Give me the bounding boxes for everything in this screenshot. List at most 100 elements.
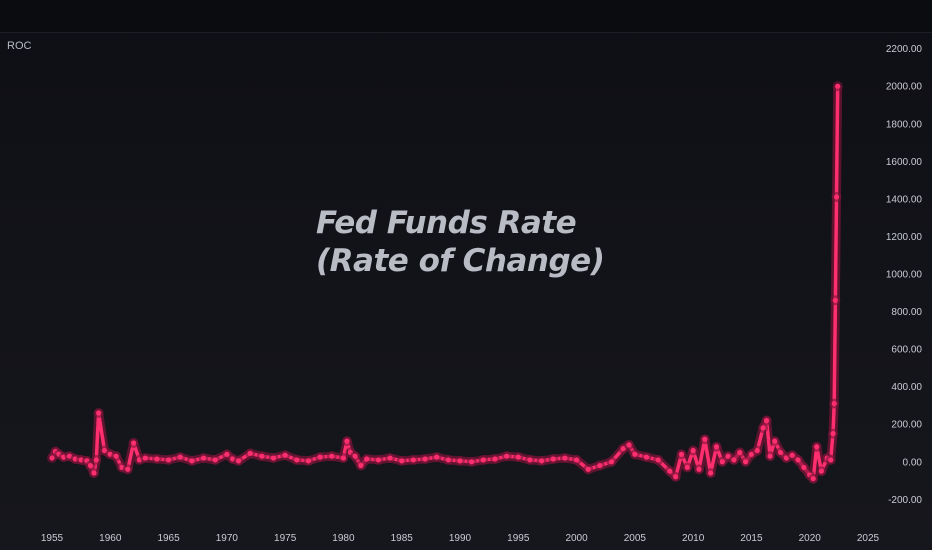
data-point[interactable] — [831, 400, 837, 407]
data-point[interactable] — [387, 455, 393, 461]
data-point[interactable] — [626, 442, 632, 448]
data-point[interactable] — [317, 454, 323, 460]
data-point[interactable] — [810, 476, 816, 482]
data-point[interactable] — [719, 459, 725, 465]
data-point[interactable] — [832, 297, 838, 303]
data-point[interactable] — [358, 462, 364, 469]
data-point[interactable] — [690, 447, 696, 454]
data-point[interactable] — [364, 456, 370, 462]
data-point[interactable] — [620, 446, 626, 452]
data-point[interactable] — [113, 453, 119, 459]
data-point[interactable] — [550, 456, 556, 462]
data-point[interactable] — [329, 453, 335, 459]
data-point[interactable] — [643, 454, 650, 460]
data-point[interactable] — [235, 458, 242, 464]
data-point[interactable] — [818, 468, 824, 474]
data-point[interactable] — [763, 417, 770, 424]
data-point[interactable] — [445, 457, 451, 463]
data-point[interactable] — [96, 410, 102, 416]
data-point[interactable] — [434, 454, 440, 460]
data-point[interactable] — [224, 451, 230, 457]
data-point[interactable] — [154, 456, 160, 462]
data-point[interactable] — [573, 457, 580, 463]
data-point[interactable] — [93, 457, 99, 463]
data-point[interactable] — [480, 457, 486, 463]
series-glow — [48, 86, 843, 484]
data-point[interactable] — [527, 457, 533, 463]
data-point[interactable] — [772, 438, 778, 444]
data-point[interactable] — [422, 456, 428, 462]
data-point[interactable] — [760, 425, 766, 431]
data-point[interactable] — [835, 83, 841, 89]
data-point[interactable] — [165, 457, 172, 463]
data-point[interactable] — [713, 444, 720, 450]
data-point[interactable] — [131, 440, 137, 446]
data-point[interactable] — [539, 458, 545, 464]
data-point[interactable] — [457, 458, 463, 464]
data-point[interactable] — [49, 455, 55, 461]
data-point[interactable] — [585, 466, 591, 472]
data-point[interactable] — [270, 455, 277, 461]
data-point[interactable] — [737, 449, 743, 456]
data-point[interactable] — [410, 457, 416, 463]
data-point[interactable] — [678, 451, 685, 457]
y-tick-label: 600.00 — [891, 345, 922, 356]
data-point[interactable] — [684, 464, 690, 471]
data-point[interactable] — [282, 452, 288, 458]
y-tick-label: 800.00 — [891, 307, 922, 318]
data-point[interactable] — [830, 431, 836, 437]
data-point[interactable] — [504, 453, 510, 459]
data-point[interactable] — [562, 455, 568, 461]
data-point[interactable] — [828, 457, 834, 463]
data-point[interactable] — [125, 466, 131, 472]
data-point[interactable] — [767, 453, 773, 459]
data-point[interactable] — [344, 438, 350, 444]
data-point[interactable] — [743, 459, 749, 465]
data-point[interactable] — [189, 458, 195, 464]
y-tick-label: 200.00 — [891, 420, 922, 431]
data-point[interactable] — [469, 459, 475, 465]
data-point[interactable] — [814, 444, 820, 450]
data-point[interactable] — [708, 470, 714, 476]
data-point[interactable] — [632, 451, 638, 457]
data-point[interactable] — [748, 451, 755, 457]
data-point[interactable] — [702, 436, 708, 442]
data-point[interactable] — [515, 454, 521, 460]
data-point[interactable] — [608, 459, 615, 465]
data-point[interactable] — [259, 453, 265, 459]
data-point[interactable] — [754, 447, 760, 454]
data-point[interactable] — [597, 462, 603, 469]
data-point[interactable] — [492, 456, 498, 462]
data-point[interactable] — [725, 453, 731, 459]
data-point[interactable] — [801, 464, 807, 471]
data-point[interactable] — [352, 453, 358, 459]
data-point[interactable] — [673, 474, 679, 480]
data-point[interactable] — [294, 457, 300, 463]
data-point[interactable] — [399, 458, 405, 464]
y-tick-label: 400.00 — [891, 382, 922, 393]
data-point[interactable] — [305, 458, 312, 464]
data-point[interactable] — [101, 447, 108, 454]
data-point[interactable] — [212, 457, 218, 463]
data-point[interactable] — [200, 455, 207, 461]
data-point[interactable] — [731, 457, 737, 463]
data-point[interactable] — [795, 457, 801, 463]
data-point[interactable] — [375, 457, 381, 463]
data-point[interactable] — [340, 455, 347, 461]
data-point[interactable] — [142, 455, 148, 461]
data-point[interactable] — [177, 454, 183, 460]
data-point[interactable] — [667, 468, 673, 474]
y-tick-label: 1400.00 — [886, 194, 923, 205]
data-point[interactable] — [91, 470, 97, 476]
data-point[interactable] — [777, 449, 784, 456]
data-point[interactable] — [247, 450, 253, 456]
data-point[interactable] — [833, 194, 840, 200]
data-point[interactable] — [789, 452, 795, 458]
x-tick-label: 1965 — [157, 533, 180, 544]
data-point[interactable] — [87, 462, 94, 469]
y-tick-label: 1000.00 — [886, 270, 923, 281]
data-point[interactable] — [696, 466, 702, 472]
data-point[interactable] — [655, 457, 661, 463]
x-tick-label: 1990 — [449, 533, 472, 544]
